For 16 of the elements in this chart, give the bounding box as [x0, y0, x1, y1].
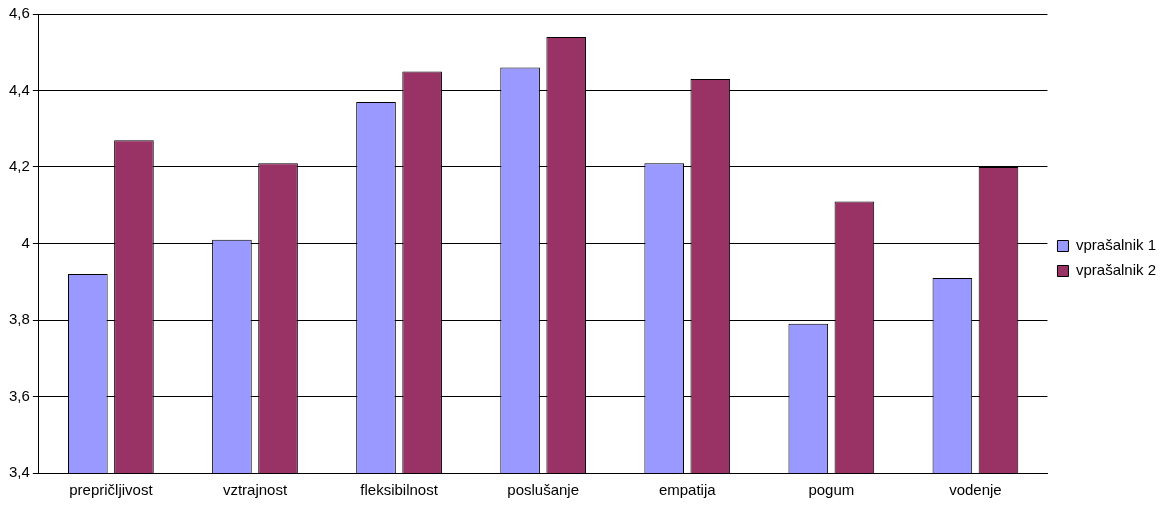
- x-tick-label: prepričljivost: [69, 481, 154, 499]
- legend-label: vprašalnik 1: [1075, 236, 1157, 254]
- y-tick-label: 4,6: [8, 4, 30, 22]
- x-tick-label: vodenje: [949, 481, 1002, 499]
- x-tick-label: poslušanje: [507, 481, 580, 499]
- y-tick-label: 3,4: [8, 463, 30, 481]
- x-tick-label: fleksibilnost: [360, 481, 439, 499]
- y-tick-label: 3,6: [8, 386, 30, 404]
- y-tick-label: 4,4: [8, 80, 30, 98]
- x-tick-label: pogum: [808, 481, 855, 499]
- y-tick-label: 3,8: [8, 310, 30, 328]
- x-tick-label: vztrajnost: [222, 481, 288, 499]
- x-tick-label: empatija: [658, 481, 717, 499]
- y-tick-label: 4: [21, 233, 30, 251]
- legend-label: vprašalnik 2: [1075, 261, 1157, 279]
- y-tick-label: 4,2: [8, 157, 30, 175]
